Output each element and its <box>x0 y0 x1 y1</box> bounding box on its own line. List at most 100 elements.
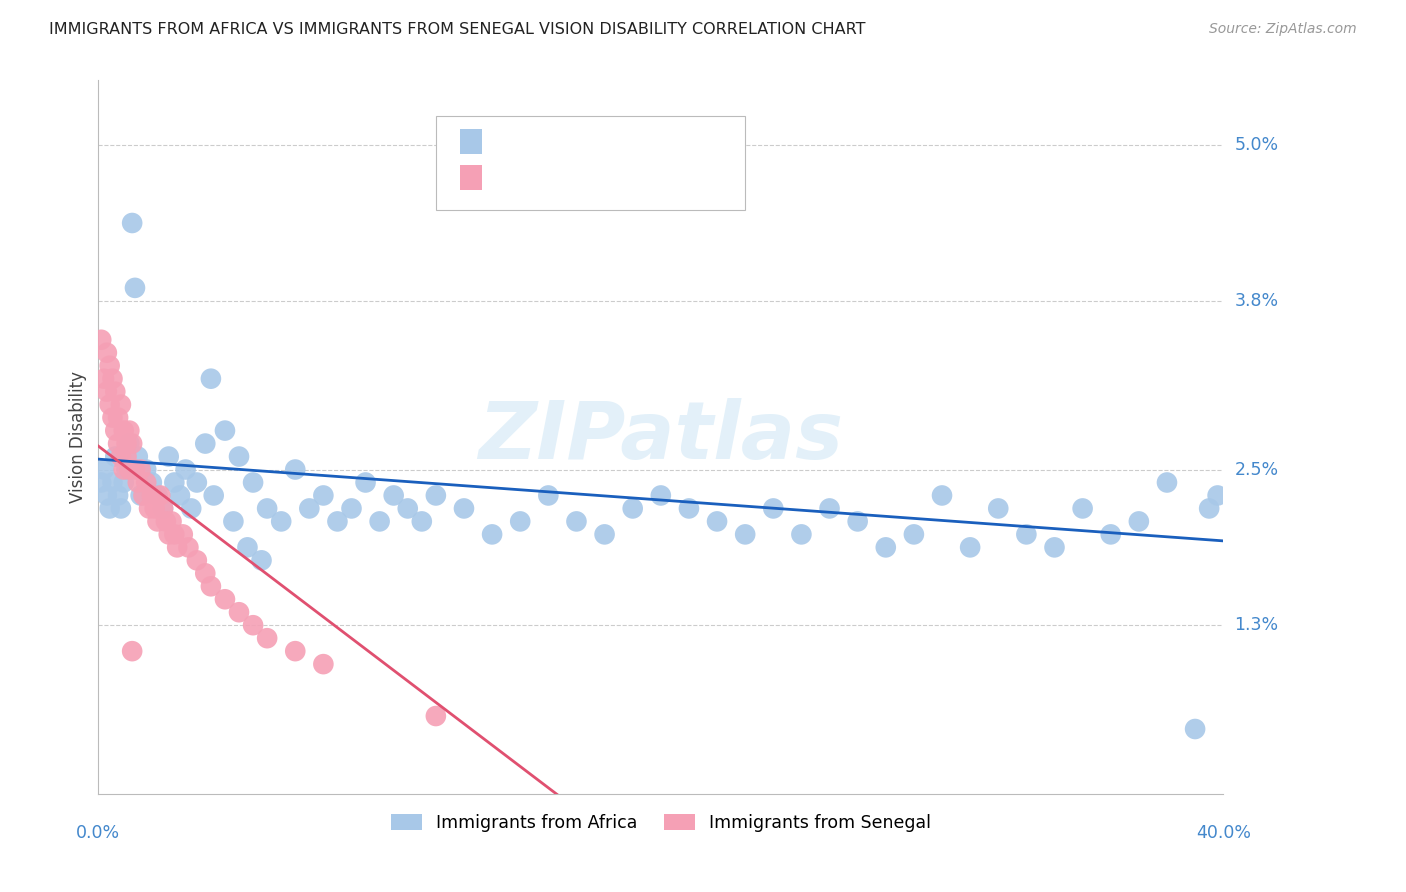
Point <box>135 475 157 490</box>
Point <box>186 475 208 490</box>
Point <box>115 436 138 450</box>
Point <box>1071 501 1094 516</box>
Point <box>228 450 250 464</box>
Point <box>256 501 278 516</box>
Point <box>1156 475 1178 490</box>
Point <box>96 384 118 399</box>
Point <box>875 541 897 555</box>
Point <box>118 462 141 476</box>
Point <box>593 527 616 541</box>
Point <box>155 515 177 529</box>
Text: 1.3%: 1.3% <box>1234 616 1278 634</box>
Point <box>104 384 127 399</box>
Point <box>1099 527 1122 541</box>
Y-axis label: Vision Disability: Vision Disability <box>69 371 87 503</box>
Point <box>256 631 278 645</box>
Point <box>143 501 166 516</box>
Point <box>98 398 121 412</box>
Point <box>846 515 869 529</box>
Point <box>93 462 115 476</box>
Point <box>481 527 503 541</box>
Point <box>411 515 433 529</box>
Text: R = -0.461    N = 50: R = -0.461 N = 50 <box>494 169 692 186</box>
Point <box>163 475 186 490</box>
Point <box>186 553 208 567</box>
Point <box>959 541 981 555</box>
Point <box>214 424 236 438</box>
Point <box>141 488 163 502</box>
Point <box>163 527 186 541</box>
Point <box>650 488 672 502</box>
Point <box>931 488 953 502</box>
Point <box>326 515 349 529</box>
Point <box>169 488 191 502</box>
Point <box>1184 722 1206 736</box>
Point <box>734 527 756 541</box>
Point <box>340 501 363 516</box>
Point <box>112 462 135 476</box>
Point <box>129 488 152 502</box>
Point <box>121 436 143 450</box>
Point <box>152 501 174 516</box>
Point <box>93 372 115 386</box>
Point <box>129 462 152 476</box>
Point <box>298 501 321 516</box>
Point <box>146 515 169 529</box>
Point <box>706 515 728 529</box>
Point <box>284 462 307 476</box>
Point <box>354 475 377 490</box>
Point <box>98 501 121 516</box>
Text: ZIPatlas: ZIPatlas <box>478 398 844 476</box>
Point <box>107 488 129 502</box>
Point <box>250 553 273 567</box>
Text: Source: ZipAtlas.com: Source: ZipAtlas.com <box>1209 22 1357 37</box>
Point <box>112 424 135 438</box>
Point <box>621 501 644 516</box>
Point <box>1128 515 1150 529</box>
Point <box>396 501 419 516</box>
Text: IMMIGRANTS FROM AFRICA VS IMMIGRANTS FROM SENEGAL VISION DISABILITY CORRELATION : IMMIGRANTS FROM AFRICA VS IMMIGRANTS FRO… <box>49 22 866 37</box>
Point <box>172 527 194 541</box>
Point <box>146 488 169 502</box>
Point <box>180 501 202 516</box>
Point <box>90 333 112 347</box>
Point <box>101 372 124 386</box>
Point <box>903 527 925 541</box>
Point <box>222 515 245 529</box>
Point <box>200 372 222 386</box>
Point <box>202 488 225 502</box>
Point <box>194 566 217 581</box>
Point <box>124 462 146 476</box>
Point <box>98 359 121 373</box>
Point <box>132 488 155 502</box>
Point <box>141 475 163 490</box>
Point <box>790 527 813 541</box>
Point <box>818 501 841 516</box>
Point <box>194 436 217 450</box>
Point <box>149 488 172 502</box>
Point <box>96 488 118 502</box>
Point <box>107 410 129 425</box>
Text: 40.0%: 40.0% <box>1195 824 1251 842</box>
Point <box>138 501 160 516</box>
Point <box>160 515 183 529</box>
Point <box>242 475 264 490</box>
Point <box>115 450 138 464</box>
Point <box>1015 527 1038 541</box>
Point <box>101 475 124 490</box>
Point <box>115 462 138 476</box>
Point <box>453 501 475 516</box>
Point <box>110 501 132 516</box>
Point <box>127 450 149 464</box>
Point <box>537 488 560 502</box>
Point <box>987 501 1010 516</box>
Point <box>110 398 132 412</box>
Point <box>157 527 180 541</box>
Point <box>236 541 259 555</box>
Point <box>104 424 127 438</box>
Point <box>200 579 222 593</box>
Point <box>214 592 236 607</box>
Point <box>1043 541 1066 555</box>
Point <box>425 709 447 723</box>
Point <box>762 501 785 516</box>
